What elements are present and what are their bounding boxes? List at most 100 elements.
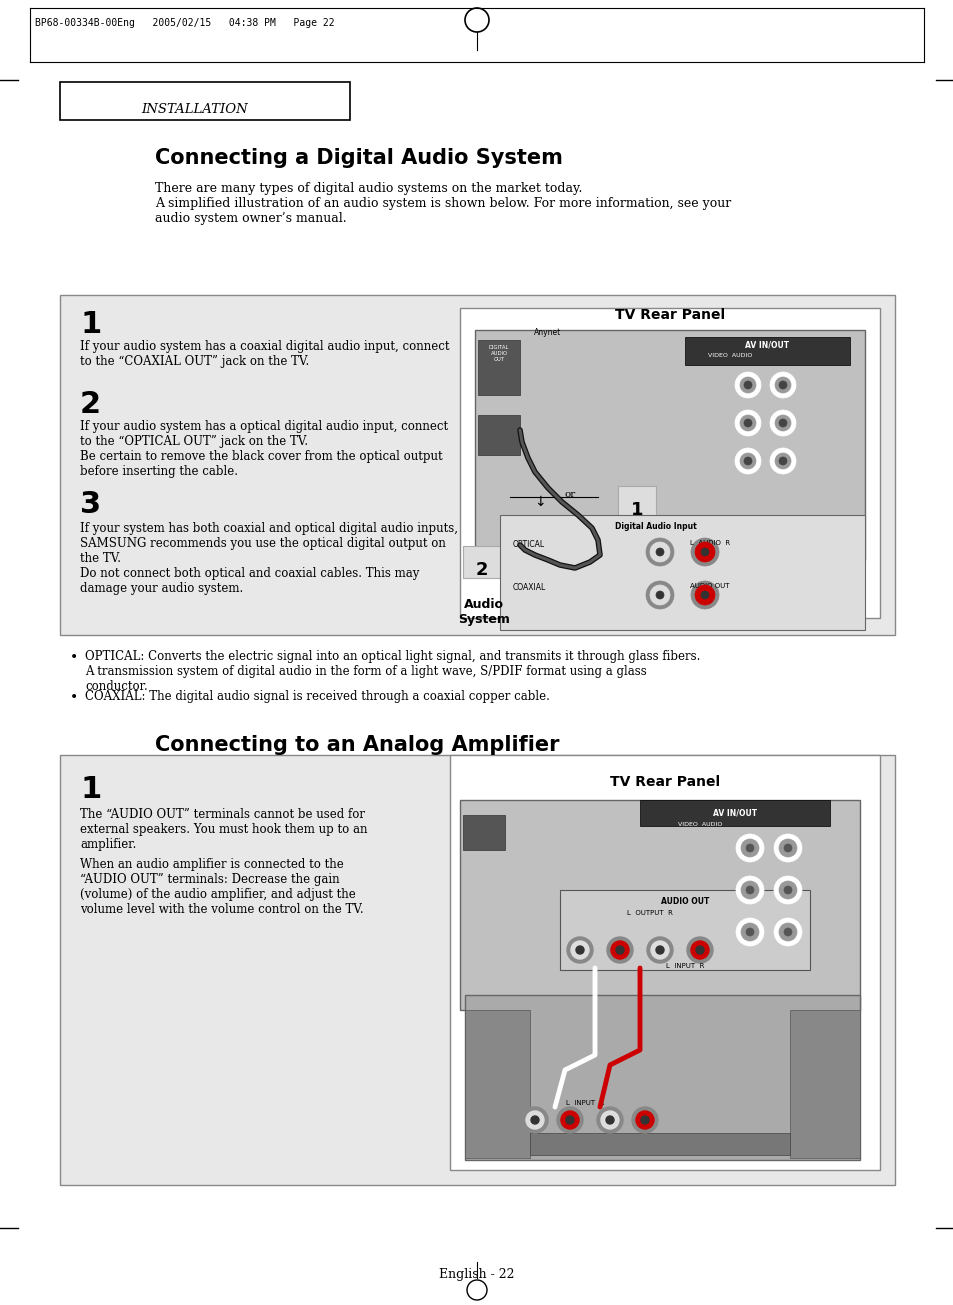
Text: L  OUTPUT  R: L OUTPUT R [626,910,672,916]
Circle shape [700,548,708,556]
FancyBboxPatch shape [684,337,849,365]
Circle shape [690,538,719,566]
Text: COAXIAL: COAXIAL [513,583,546,592]
Text: AUDIO OUT: AUDIO OUT [660,897,708,906]
Circle shape [740,415,755,431]
Circle shape [740,881,759,899]
Text: Connecting to an Analog Amplifier: Connecting to an Analog Amplifier [154,735,558,756]
Circle shape [690,941,708,959]
Circle shape [734,410,760,436]
Circle shape [695,585,714,606]
Text: OPTICAL: OPTICAL [513,540,544,549]
Circle shape [695,542,714,562]
Circle shape [783,844,791,852]
Circle shape [645,581,673,609]
Circle shape [605,1116,614,1124]
Circle shape [557,1107,582,1133]
FancyBboxPatch shape [464,1010,530,1158]
Text: If your audio system has a coaxial digital audio input, connect
to the “COAXIAL : If your audio system has a coaxial digit… [80,341,449,368]
Text: If your audio system has a optical digital audio input, connect
to the “OPTICAL : If your audio system has a optical digit… [80,420,448,478]
Text: AUDIO OUT: AUDIO OUT [690,583,729,589]
Circle shape [734,448,760,474]
Text: TV Rear Panel: TV Rear Panel [615,308,724,322]
Circle shape [600,1111,618,1129]
Circle shape [735,834,763,863]
Text: When an audio amplifier is connected to the
“AUDIO OUT” terminals: Decrease the : When an audio amplifier is connected to … [80,857,363,916]
Circle shape [740,453,755,468]
Circle shape [743,419,751,427]
Circle shape [745,928,753,936]
Circle shape [690,581,719,609]
Text: 1: 1 [630,501,642,519]
Text: The “AUDIO OUT” terminals cannot be used for
external speakers. You must hook th: The “AUDIO OUT” terminals cannot be used… [80,808,367,851]
Text: If your system has both coaxial and optical digital audio inputs,
SAMSUNG recomm: If your system has both coaxial and opti… [80,522,457,595]
Text: Anynet: Anynet [534,328,561,337]
Circle shape [740,377,755,393]
Text: TV Rear Panel: TV Rear Panel [609,775,720,790]
Circle shape [576,946,583,954]
Circle shape [521,1107,547,1133]
Text: INSTALLATION: INSTALLATION [141,103,248,116]
FancyBboxPatch shape [530,1133,789,1155]
Circle shape [735,876,763,904]
Text: •: • [70,650,78,664]
Circle shape [616,946,623,954]
Text: English - 22: English - 22 [438,1268,515,1282]
Text: VIDEO  AUDIO: VIDEO AUDIO [677,822,721,827]
Circle shape [525,1111,543,1129]
Text: OPTICAL: Converts the electric signal into an optical light signal, and transmit: OPTICAL: Converts the electric signal in… [85,650,700,693]
Circle shape [743,381,751,389]
Circle shape [774,415,790,431]
Circle shape [700,591,708,599]
Text: 1: 1 [80,775,101,804]
Circle shape [779,419,786,427]
Text: L  INPUT  R: L INPUT R [665,963,703,970]
Circle shape [650,941,668,959]
FancyBboxPatch shape [464,994,859,1160]
Circle shape [696,946,703,954]
Circle shape [734,372,760,398]
Circle shape [640,1116,648,1124]
Circle shape [686,937,712,963]
Circle shape [656,591,663,599]
FancyBboxPatch shape [618,485,656,518]
Circle shape [649,585,669,606]
FancyBboxPatch shape [475,330,864,560]
Circle shape [631,1107,658,1133]
FancyBboxPatch shape [450,756,879,1171]
Circle shape [779,839,796,857]
Circle shape [571,941,588,959]
Text: L  AUDIO  R: L AUDIO R [689,540,729,545]
Text: or: or [564,489,576,499]
FancyBboxPatch shape [462,816,504,850]
Circle shape [646,937,672,963]
Circle shape [779,881,796,899]
Text: AV IN/OUT: AV IN/OUT [712,808,757,817]
FancyBboxPatch shape [559,890,809,970]
FancyBboxPatch shape [459,308,879,619]
Circle shape [740,923,759,941]
Circle shape [779,381,786,389]
Circle shape [773,917,801,946]
Text: COAXIAL: The digital audio signal is received through a coaxial copper cable.: COAXIAL: The digital audio signal is rec… [85,690,549,703]
Circle shape [769,372,795,398]
Text: 1: 1 [80,311,101,339]
Circle shape [735,917,763,946]
Text: Digital Audio Input: Digital Audio Input [615,522,696,531]
Circle shape [649,542,669,562]
Circle shape [560,1111,578,1129]
Circle shape [779,923,796,941]
FancyBboxPatch shape [60,756,894,1185]
Text: ↓: ↓ [534,495,545,509]
Text: Connecting a Digital Audio System: Connecting a Digital Audio System [154,147,562,168]
Circle shape [656,548,663,556]
Circle shape [606,937,633,963]
FancyBboxPatch shape [639,800,829,826]
Circle shape [745,844,753,852]
FancyBboxPatch shape [789,1010,859,1158]
Text: A simplified illustration of an audio system is shown below. For more informatio: A simplified illustration of an audio sy… [154,197,731,224]
FancyBboxPatch shape [60,295,894,636]
Text: 3: 3 [80,489,101,519]
Circle shape [531,1116,538,1124]
Text: 2: 2 [476,561,488,579]
